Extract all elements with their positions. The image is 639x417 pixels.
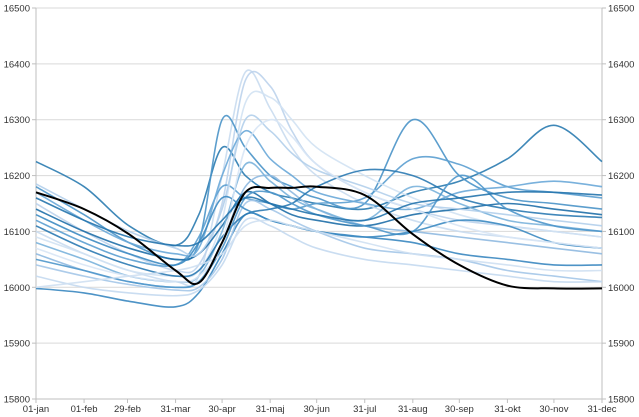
series-line-s4 — [35, 70, 603, 274]
x-tick-label: 30-nov — [539, 404, 568, 415]
y-tick-label-right: 16500 — [608, 4, 634, 15]
y-tick-label-left: 15800 — [4, 395, 30, 406]
series-line-s20 — [35, 219, 603, 289]
x-tick-label: 31-okt — [494, 404, 521, 415]
x-tick-label: 29-feb — [114, 404, 141, 415]
series-line-s11 — [35, 130, 603, 258]
x-tick-label: 31-aug — [398, 404, 428, 415]
y-tick-label-left: 16100 — [4, 227, 30, 238]
x-tick-label: 30-apr — [208, 404, 235, 415]
y-tick-label-right: 16300 — [608, 115, 634, 126]
series-line-s10 — [35, 190, 603, 261]
series-line-s3 — [35, 69, 603, 287]
series-line-s18 — [35, 118, 603, 283]
x-tick-label: 01-jan — [23, 404, 49, 415]
y-tick-label-left: 16500 — [4, 4, 30, 15]
series-line-s17 — [35, 195, 603, 266]
series-lines — [35, 69, 603, 308]
x-tick-label: 30-sep — [445, 404, 474, 415]
x-tick-label: 31-mar — [161, 404, 191, 415]
y-tick-label-right: 16000 — [608, 283, 634, 294]
series-line-s16 — [35, 174, 603, 289]
y-tick-label-left: 16200 — [4, 171, 30, 182]
series-line-s8 — [35, 199, 603, 292]
y-tick-label-right: 15800 — [608, 395, 634, 406]
y-tick-label-right: 15900 — [608, 339, 634, 350]
y-tick-label-left: 16300 — [4, 115, 30, 126]
x-axis: 01-jan 01-feb 29-feb 31-mar 30-apr 31-maj 30-j… — [23, 398, 617, 415]
y-tick-label-right: 16200 — [608, 171, 634, 182]
series-line-s12 — [35, 217, 603, 297]
series-line-s19 — [35, 190, 603, 247]
series-line-s15 — [35, 114, 603, 257]
y-tick-label-left: 16400 — [4, 59, 30, 70]
y-axis-right: 15800 15900 16000 16100 16200 16300 16400 16500 — [601, 4, 634, 406]
y-axis-left: 15800 15900 16000 16100 16200 16300 16400 16500 — [4, 4, 37, 406]
y-tick-label-right: 16100 — [608, 227, 634, 238]
y-tick-label-left: 16000 — [4, 283, 30, 294]
x-tick-label: 01-feb — [71, 404, 98, 415]
x-tick-label: 31-dec — [587, 404, 616, 415]
x-tick-label: 31-jul — [353, 404, 376, 415]
x-tick-label: 30-jun — [303, 404, 329, 415]
x-tick-label: 31-maj — [256, 404, 285, 415]
series-line-s13 — [35, 161, 603, 283]
y-tick-label-left: 15900 — [4, 339, 30, 350]
y-tick-label-right: 16400 — [608, 59, 634, 70]
series-line-highlight — [35, 185, 603, 290]
